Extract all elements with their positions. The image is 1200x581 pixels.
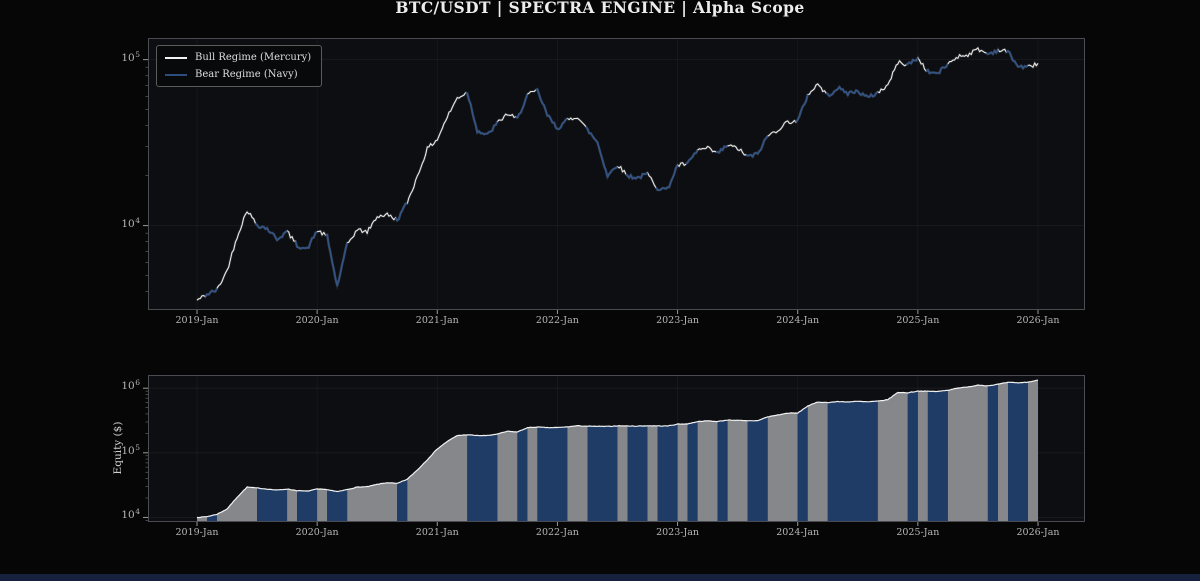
x-tick-label: 2020-Jan xyxy=(295,527,339,538)
y-tick-label: 104 xyxy=(121,215,140,230)
x-tick-label: 2024-Jan xyxy=(776,315,820,326)
x-tick-label: 2020-Jan xyxy=(295,315,339,326)
y-tick-label: 105 xyxy=(121,49,140,64)
legend: Bull Regime (Mercury) Bear Regime (Navy) xyxy=(156,45,323,87)
price-chart-svg xyxy=(143,38,1085,314)
x-tick-label: 2023-Jan xyxy=(656,315,700,326)
x-tick-label: 2022-Jan xyxy=(535,315,579,326)
legend-item-bull: Bull Regime (Mercury) xyxy=(165,52,311,63)
x-tick-label: 2021-Jan xyxy=(415,315,459,326)
x-tick-label: 2025-Jan xyxy=(896,527,940,538)
x-tick-label: 2024-Jan xyxy=(776,527,820,538)
bull-line-swatch xyxy=(165,56,187,59)
price-chart-panel xyxy=(143,38,1085,314)
x-tick-label: 2022-Jan xyxy=(535,527,579,538)
bear-line-swatch xyxy=(165,73,187,76)
x-tick-label: 2026-Jan xyxy=(1016,527,1060,538)
legend-label-bear: Bear Regime (Navy) xyxy=(195,69,298,80)
x-tick-label: 2019-Jan xyxy=(175,315,219,326)
x-tick-label: 2023-Jan xyxy=(656,527,700,538)
footer-strip xyxy=(0,574,1200,581)
x-tick-label: 2021-Jan xyxy=(415,527,459,538)
equity-chart-svg xyxy=(143,375,1085,526)
x-tick-label: 2026-Jan xyxy=(1016,315,1060,326)
y-tick-label: 105 xyxy=(121,442,140,457)
x-tick-label: 2019-Jan xyxy=(175,527,219,538)
equity-chart-panel xyxy=(143,375,1085,526)
chart-title: BTC/USDT | SPECTRA ENGINE | Alpha Scope xyxy=(395,0,805,17)
y-tick-label: 104 xyxy=(121,507,140,522)
x-tick-label: 2025-Jan xyxy=(896,315,940,326)
legend-item-bear: Bear Regime (Navy) xyxy=(165,69,311,80)
legend-label-bull: Bull Regime (Mercury) xyxy=(195,52,312,63)
y-tick-label: 106 xyxy=(121,378,140,393)
